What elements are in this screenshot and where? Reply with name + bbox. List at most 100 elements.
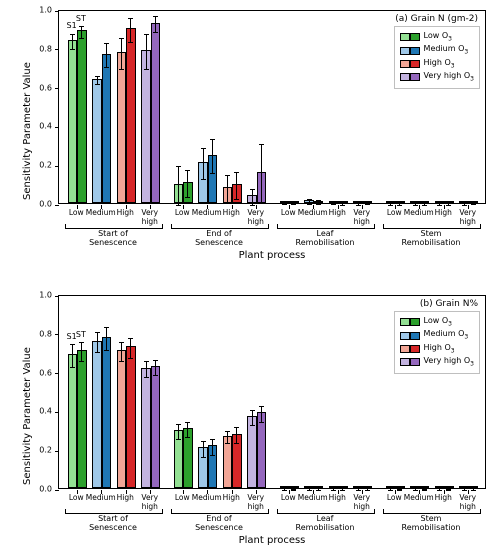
- xtick-label: Low: [69, 208, 84, 217]
- errorbar: [261, 407, 262, 423]
- errorbar: [187, 422, 188, 438]
- legend-label: Medium O3: [424, 329, 469, 341]
- legend-label: Low O3: [424, 31, 452, 43]
- bar-st: [395, 486, 404, 488]
- group-label: StemRemobilisation: [402, 230, 461, 248]
- bar-annotation: ST: [76, 14, 86, 23]
- bar-st: [77, 350, 86, 488]
- errorbar: [203, 149, 204, 180]
- ytick-label: 0.2: [30, 161, 52, 170]
- errorbar-cap: [282, 202, 287, 203]
- errorbar-cap: [365, 204, 370, 205]
- xtick-label: High: [117, 208, 134, 217]
- bar-st: [151, 23, 160, 203]
- panel-subtitle: (b) Grain N%: [420, 299, 478, 309]
- xtick-label: High: [329, 493, 346, 502]
- bar-s1: [92, 341, 101, 488]
- errorbar: [187, 170, 188, 197]
- errorbar-cap: [446, 490, 451, 491]
- xtick-label: Low: [387, 208, 402, 217]
- errorbar-cap: [104, 43, 109, 44]
- errorbar: [212, 139, 213, 174]
- xtick-label: High: [435, 208, 452, 217]
- legend-swatch: [400, 358, 410, 366]
- bar-st: [77, 30, 86, 203]
- xtick-label: High: [223, 208, 240, 217]
- errorbar-cap: [307, 199, 312, 200]
- errorbar-cap: [153, 32, 158, 33]
- errorbar-cap: [413, 490, 418, 491]
- errorbar-cap: [201, 148, 206, 149]
- errorbar: [146, 362, 147, 378]
- ytick-label: 1.0: [30, 6, 52, 15]
- ytick-label: 0.8: [30, 329, 52, 338]
- legend-item: Medium O3: [400, 329, 474, 341]
- errorbar-cap: [210, 455, 215, 456]
- legend-swatch: [410, 318, 420, 326]
- errorbar-cap: [422, 202, 427, 203]
- xtick-label: Low: [281, 493, 296, 502]
- errorbar: [81, 27, 82, 39]
- errorbar-cap: [413, 205, 418, 206]
- xtick-label: High: [117, 493, 134, 502]
- errorbar-cap: [210, 173, 215, 174]
- errorbar-cap: [70, 34, 75, 35]
- errorbar: [146, 34, 147, 69]
- ytick: [55, 11, 59, 12]
- errorbar-cap: [356, 205, 361, 206]
- legend-swatch: [400, 345, 410, 353]
- errorbar-cap: [340, 201, 345, 202]
- errorbar-cap: [437, 490, 442, 491]
- errorbar-cap: [104, 327, 109, 328]
- legend-swatch-pair: [400, 33, 420, 41]
- errorbar: [203, 442, 204, 458]
- bar-s1: [117, 52, 126, 203]
- errorbar-cap: [307, 204, 312, 205]
- bar-st: [151, 366, 160, 488]
- bar-s1: [68, 40, 77, 203]
- errorbar-cap: [259, 406, 264, 407]
- errorbar-cap: [259, 144, 264, 145]
- errorbar-cap: [388, 205, 393, 206]
- xtick-label: Medium: [192, 208, 222, 217]
- errorbar-cap: [185, 422, 190, 423]
- bar-st: [102, 54, 111, 203]
- legend-swatch: [410, 60, 420, 68]
- legend: Low O3Medium O3High O3Very high O3: [394, 311, 480, 374]
- errorbar: [155, 17, 156, 33]
- legend-label: Very high O3: [424, 71, 474, 83]
- errorbar: [155, 360, 156, 376]
- errorbar-cap: [70, 344, 75, 345]
- group-label: LeafRemobilisation: [296, 230, 355, 248]
- errorbar-cap: [119, 38, 124, 39]
- errorbar-cap: [331, 204, 336, 205]
- errorbar-cap: [225, 431, 230, 432]
- errorbar-cap: [153, 16, 158, 17]
- xtick-label: Low: [175, 493, 190, 502]
- xtick-label: High: [435, 493, 452, 502]
- errorbar-cap: [250, 425, 255, 426]
- errorbar-cap: [119, 342, 124, 343]
- ytick-label: 0.8: [30, 44, 52, 53]
- errorbar-cap: [70, 49, 75, 50]
- errorbar-cap: [462, 202, 467, 203]
- legend-swatch: [410, 47, 420, 55]
- errorbar-cap: [234, 427, 239, 428]
- xtick-label: Low: [281, 208, 296, 217]
- bar-s1: [141, 368, 150, 488]
- errorbar-cap: [144, 69, 149, 70]
- legend-label: Low O3: [424, 316, 452, 328]
- xtick-label: High: [223, 493, 240, 502]
- errorbar: [236, 428, 237, 444]
- ytick: [55, 49, 59, 50]
- errorbar-cap: [128, 338, 133, 339]
- legend-swatch: [410, 33, 420, 41]
- ytick: [55, 88, 59, 89]
- errorbar-cap: [128, 42, 133, 43]
- xlabel-a: Plant process: [58, 250, 486, 261]
- bar-st: [102, 337, 111, 488]
- legend-swatch-pair: [400, 345, 420, 353]
- errorbar-cap: [307, 490, 312, 491]
- errorbar-cap: [225, 203, 230, 204]
- errorbar-cap: [201, 457, 206, 458]
